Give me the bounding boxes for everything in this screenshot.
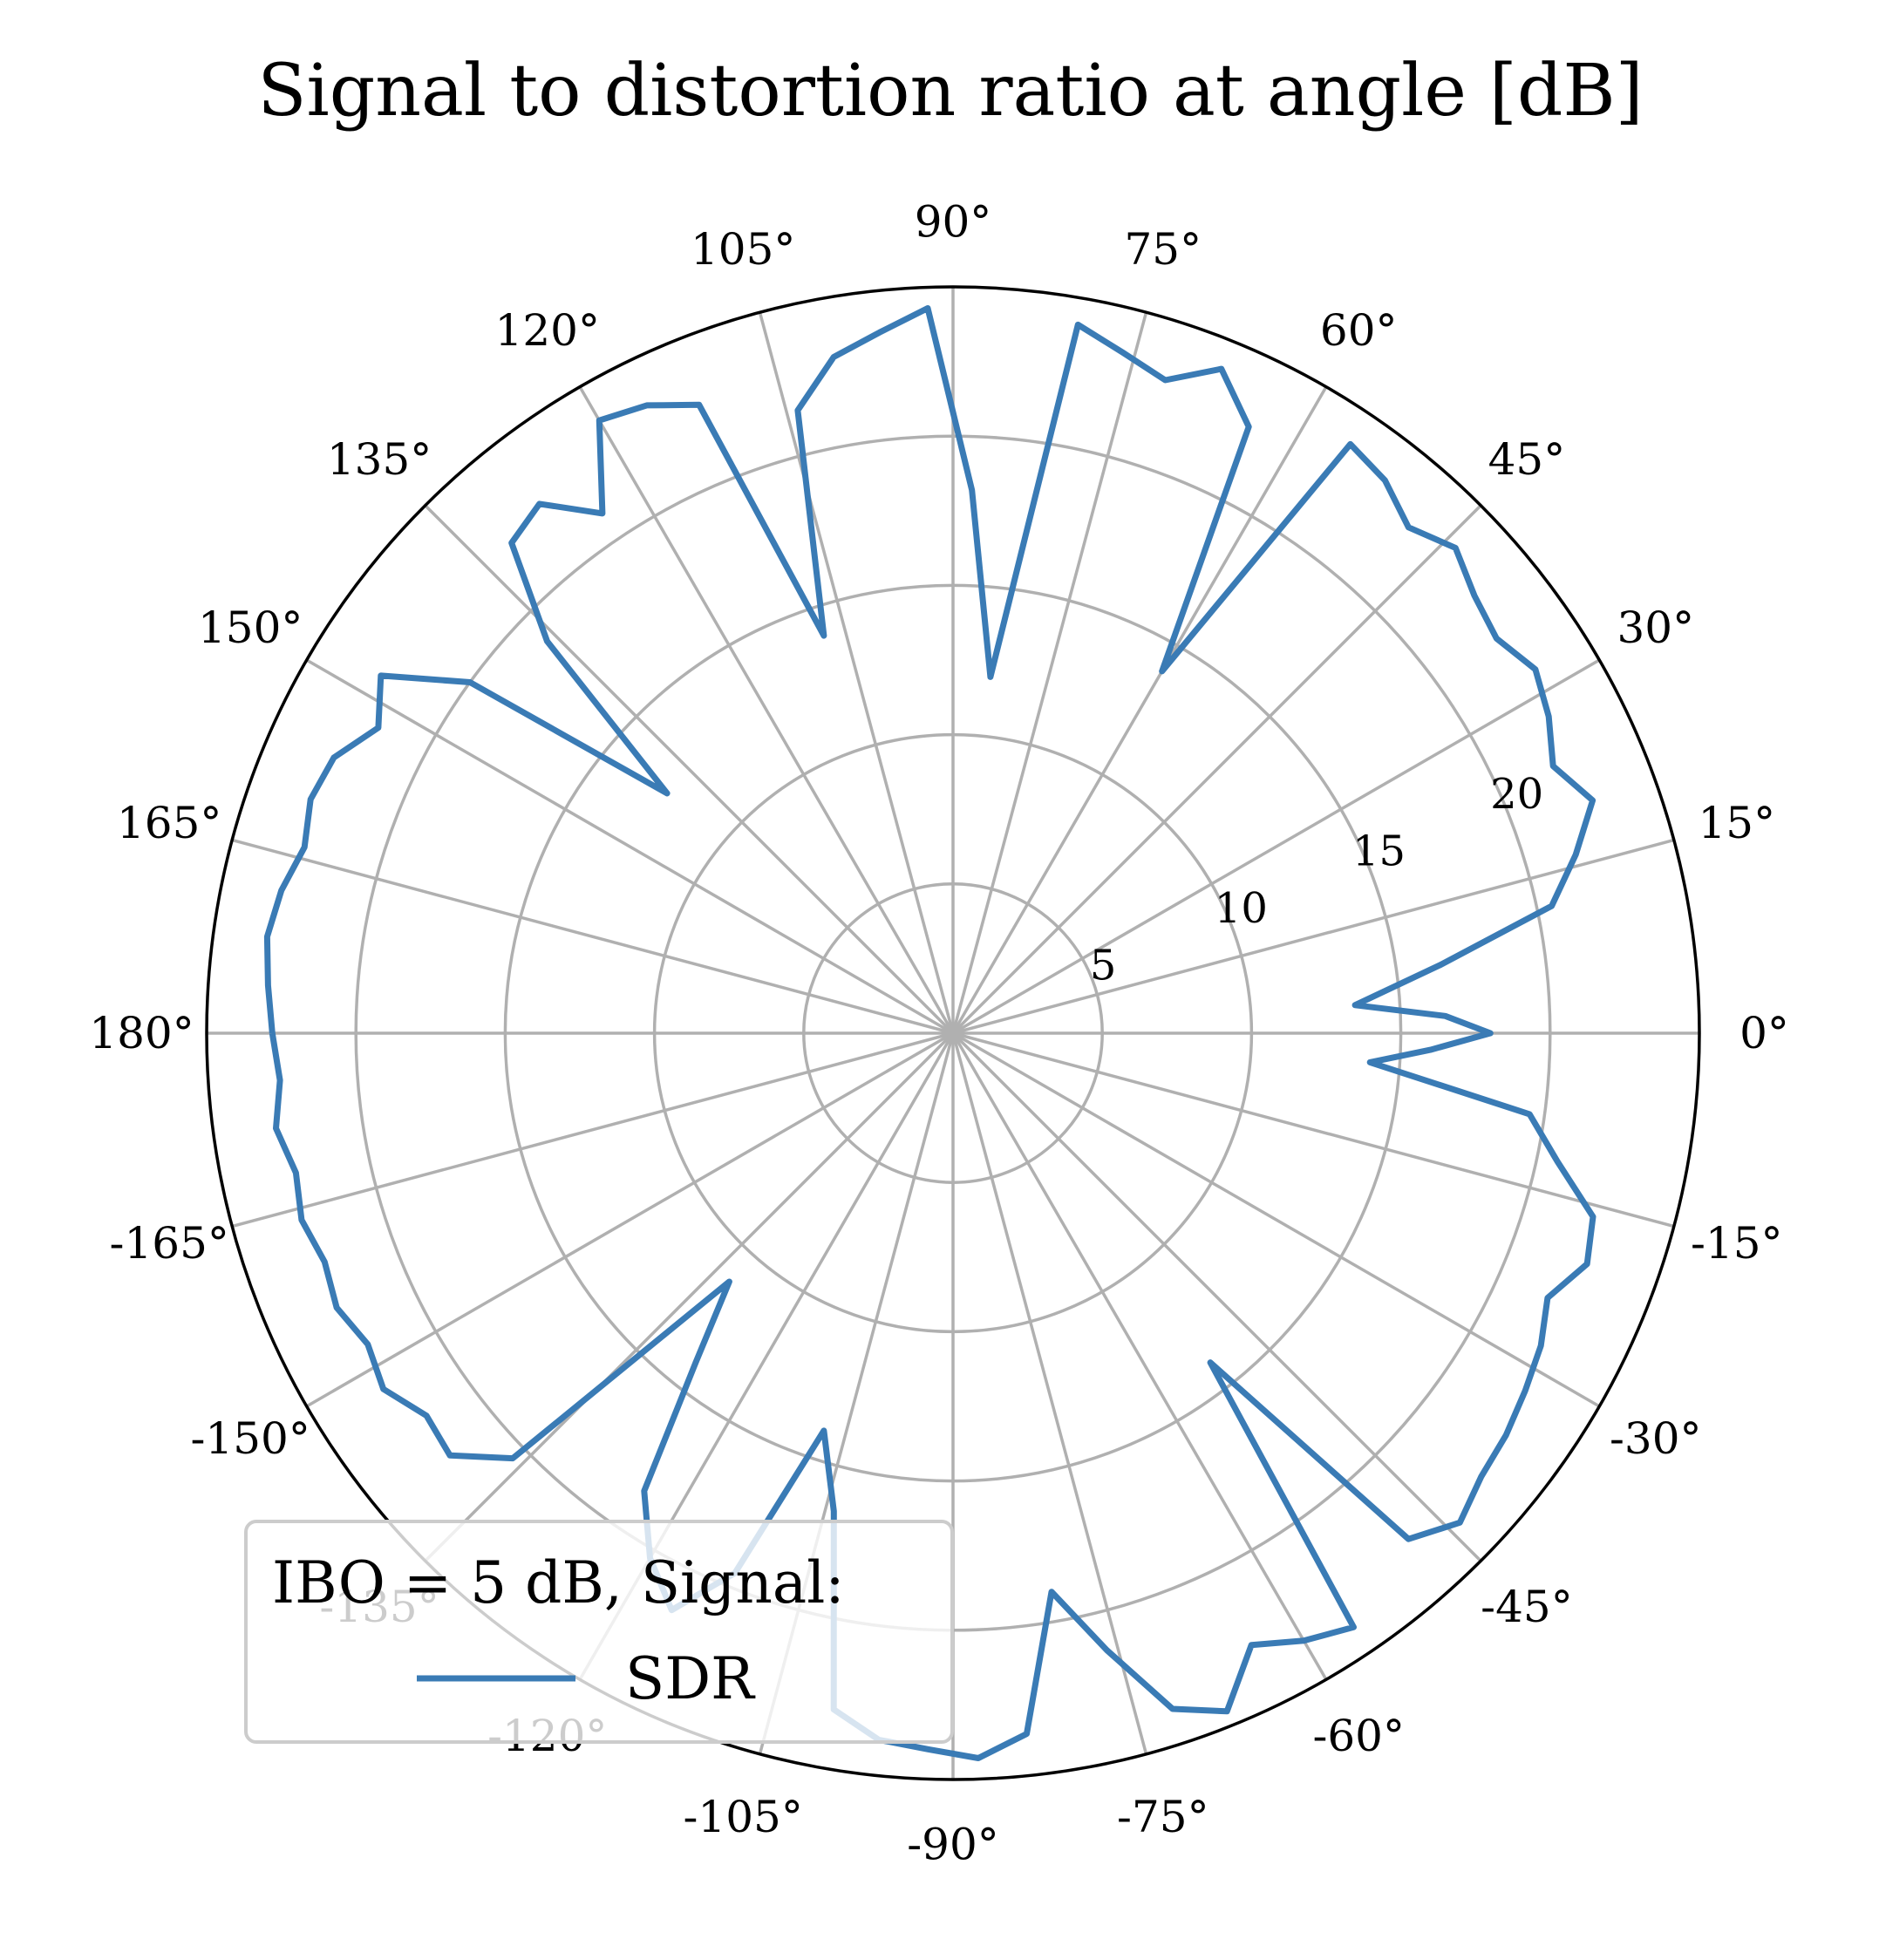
grid-spoke: [951, 1031, 1482, 1562]
grid-spoke: [952, 838, 1675, 1035]
grid-spoke: [952, 658, 1601, 1035]
grid-spoke: [424, 1031, 955, 1562]
grid-spoke: [231, 1031, 954, 1228]
theta-tick-label: -165°: [110, 1218, 229, 1269]
r-tick-label: 5: [1090, 941, 1117, 990]
r-tick-label: 15: [1352, 827, 1406, 875]
legend-box: [244, 1520, 954, 1744]
radial-tick-labels: 5 10 15 20: [1090, 770, 1543, 990]
polar-frame: [205, 285, 1701, 1781]
grid-spoke: [758, 311, 955, 1034]
r-tick-label: 20: [1490, 770, 1543, 819]
grid-spoke: [951, 504, 1482, 1035]
legend: IBO = 5 dB, Signal: SDR: [244, 1520, 954, 1744]
grid-spoke: [578, 385, 955, 1034]
theta-tick-label: 135°: [327, 434, 432, 485]
theta-tick-label: 60°: [1320, 305, 1398, 356]
grid-spoke: [305, 658, 954, 1035]
grid-spoke: [951, 1032, 1328, 1681]
theta-tick-label: 0°: [1739, 1008, 1789, 1058]
theta-tick-label: 15°: [1698, 798, 1775, 848]
grid-spoke: [951, 311, 1148, 1034]
theta-tick-label: 75°: [1125, 224, 1202, 275]
theta-tick-label: -45°: [1481, 1582, 1573, 1632]
grid-spoke: [951, 385, 1328, 1034]
theta-tick-label: -75°: [1117, 1792, 1209, 1842]
theta-tick-label: -150°: [191, 1413, 310, 1464]
theta-tick-label: -30°: [1610, 1413, 1702, 1464]
theta-tick-label: 165°: [117, 798, 221, 848]
theta-tick-label: 180°: [89, 1008, 194, 1058]
legend-entry-sdr: SDR: [625, 1645, 756, 1712]
grid-spoke: [231, 838, 954, 1035]
legend-title: IBO = 5 dB, Signal:: [272, 1549, 845, 1616]
grid-spoke: [424, 504, 955, 1035]
grid-spoke: [951, 1032, 1148, 1755]
theta-tick-label: 45°: [1488, 434, 1566, 485]
chart-title: Signal to distortion ratio at angle [dB]: [257, 50, 1643, 133]
theta-tick-label: -15°: [1691, 1218, 1783, 1269]
theta-tick-label: 120°: [495, 305, 600, 356]
grid-spoke: [952, 1031, 1601, 1408]
theta-tick-label: 90°: [915, 197, 992, 248]
theta-tick-label: 30°: [1617, 602, 1694, 653]
theta-tick-label: -90°: [907, 1819, 999, 1869]
theta-tick-label: -60°: [1312, 1711, 1405, 1761]
theta-tick-label: 150°: [198, 602, 303, 653]
theta-tick-label: 105°: [691, 224, 795, 275]
theta-tick-label: -105°: [684, 1792, 803, 1842]
r-tick-label: 10: [1215, 884, 1268, 933]
grid-spoke: [305, 1031, 954, 1408]
grid-spoke: [952, 1031, 1675, 1228]
